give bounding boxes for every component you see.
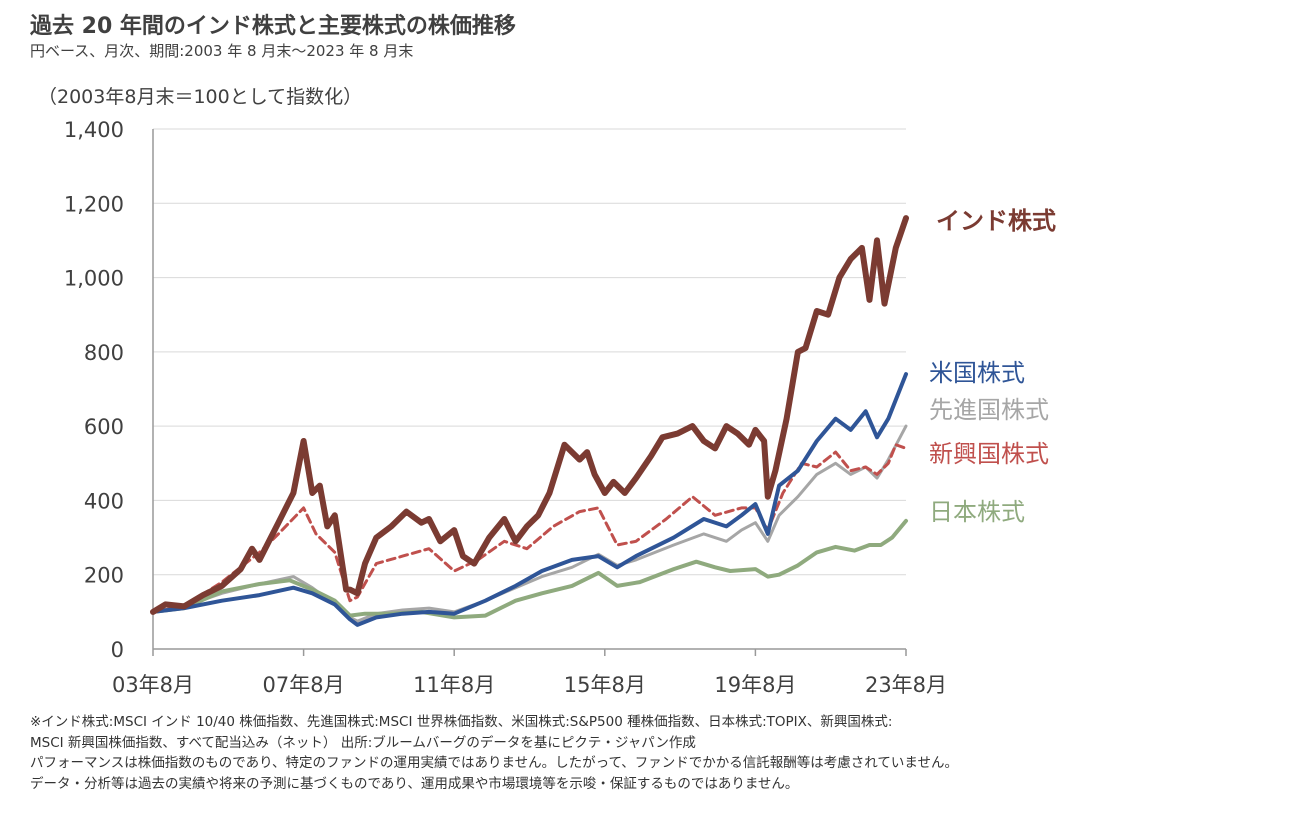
x-tick-label: 23年8月	[865, 673, 947, 697]
series-label: 日本株式	[929, 498, 1025, 526]
x-tick-label: 19年8月	[714, 673, 796, 697]
footnote-line: ※インド株式:MSCI インド 10/40 株価指数、先進国株式:MSCI 世界…	[30, 714, 893, 730]
chart-title: 過去 20 年間のインド株式と主要株式の株価推移	[30, 14, 516, 39]
series-lines	[150, 215, 909, 627]
chart-subtitle: 円ベース、月次、期間:2003 年 8 月末～2023 年 8 月末	[30, 42, 414, 60]
y-tick-label: 0	[111, 638, 124, 662]
series-line-3	[151, 443, 908, 614]
series-line-0	[150, 215, 909, 615]
y-axis-ticks: 0 200 400 600 800 1,000 1,200 1,400	[64, 118, 124, 662]
x-tick-label: 11年8月	[413, 673, 495, 697]
y-tick-label: 200	[84, 564, 124, 588]
series-label: 米国株式	[929, 359, 1025, 387]
series-line-4	[151, 518, 908, 620]
footnote-line: データ・分析等は過去の実績や将来の予測に基づくものであり、運用成果や市場環境等を…	[30, 775, 799, 792]
y-tick-label: 600	[84, 415, 124, 439]
y-tick-label: 800	[84, 341, 124, 365]
x-tick-label: 07年8月	[263, 673, 345, 697]
y-tick-label: 400	[84, 489, 124, 513]
y-axis-unit-label: （2003年8月末＝100として指数化）	[38, 86, 363, 108]
footnote-line: パフォーマンスは株価指数のものであり、特定のファンドの運用実績ではありません。し…	[30, 755, 958, 771]
x-tick-label: 03年8月	[112, 673, 194, 697]
y-tick-label: 1,400	[64, 118, 124, 142]
series-line-1	[151, 372, 908, 627]
series-label: 新興国株式	[929, 440, 1049, 468]
y-tick-label: 1,200	[64, 192, 124, 216]
gridlines	[152, 128, 906, 650]
y-tick-label: 1,000	[64, 267, 124, 291]
x-axis-ticks: 03年8月 07年8月 11年8月 15年8月 19年8月 23年8月	[112, 649, 947, 697]
footnote-line: MSCI 新興国株価指数、すべて配当込み（ネット） 出所:ブルームバーグのデータ…	[30, 734, 696, 751]
x-tick-label: 15年8月	[564, 673, 646, 697]
series-label: 先進国株式	[929, 396, 1049, 424]
footnotes: ※インド株式:MSCI インド 10/40 株価指数、先進国株式:MSCI 世界…	[30, 712, 1290, 794]
series-label: インド株式	[936, 207, 1056, 235]
